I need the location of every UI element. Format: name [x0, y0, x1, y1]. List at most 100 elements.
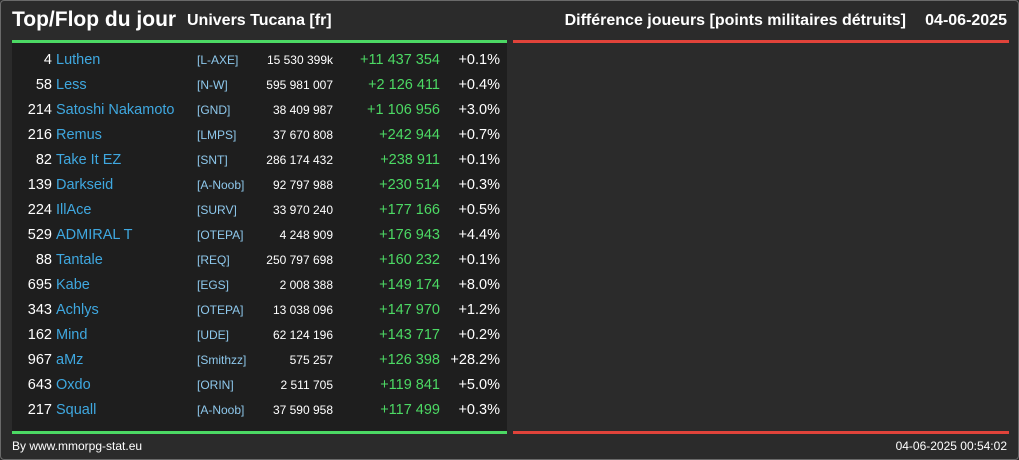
top-divider-green — [12, 40, 507, 43]
player-name-link[interactable]: Tantale — [56, 252, 103, 268]
player-name-link[interactable]: Remus — [56, 127, 102, 143]
player-rank: 967 — [27, 352, 52, 368]
player-name-link[interactable]: Oxdo — [56, 377, 91, 393]
player-name-link[interactable]: Darkseid — [56, 177, 114, 193]
top-gainers-table: 4 Luthen [L-AXE] 15 530 399k +11 437 354 +0.1… — [12, 43, 507, 431]
player-points: 575 257 — [289, 353, 333, 367]
alliance-tag-link[interactable]: [L-AXE] — [197, 53, 239, 67]
points-difference: +230 514 — [379, 177, 440, 193]
player-rank: 224 — [27, 202, 52, 218]
player-name-link[interactable]: Kabe — [56, 277, 90, 293]
player-rank: 529 — [27, 227, 52, 243]
points-difference: +160 232 — [379, 252, 440, 268]
player-points: 62 124 196 — [272, 328, 333, 342]
percent-change: +0.5% — [458, 202, 500, 218]
player-points: 92 797 988 — [272, 178, 333, 192]
alliance-tag-link[interactable]: [SNT] — [197, 153, 228, 167]
player-rank: 643 — [27, 377, 52, 393]
table-row: 343 Achlys [OTEPA] 13 038 096 +147 970 +1.2% — [12, 298, 507, 323]
player-rank: 4 — [43, 52, 52, 68]
alliance-tag-link[interactable]: [A-Noob] — [197, 403, 245, 417]
top-divider-red — [513, 40, 1009, 43]
table-row: 214 Satoshi Nakamoto [GND] 38 409 987 +1 106… — [12, 98, 507, 123]
table-row: 162 Mind [UDE] 62 124 196 +143 717 +0.2% — [12, 323, 507, 348]
player-points: 250 797 698 — [266, 253, 333, 267]
points-difference: +119 841 — [380, 377, 440, 393]
footer-timestamp: 04-06-2025 00:54:02 — [895, 439, 1007, 453]
alliance-tag-link[interactable]: [A-Noob] — [197, 178, 245, 192]
player-name-link[interactable]: Mind — [56, 327, 88, 343]
player-points: 13 038 096 — [272, 303, 333, 317]
player-name-link[interactable]: Achlys — [56, 302, 99, 318]
percent-change: +0.1% — [458, 52, 500, 68]
universe-label: Univers Tucana [fr] — [187, 12, 332, 29]
player-rank: 58 — [35, 77, 52, 93]
percent-change: +0.3% — [458, 177, 500, 193]
alliance-tag-link[interactable]: [EGS] — [197, 278, 230, 292]
table-row: 967 aMz [Smithzz] 575 257 +126 398 +28.2% — [12, 348, 507, 373]
player-points: 2 008 388 — [279, 278, 333, 292]
percent-change: +0.1% — [458, 252, 500, 268]
player-rank: 343 — [27, 302, 52, 318]
table-row: 217 Squall [A-Noob] 37 590 958 +117 499 +0.3% — [12, 398, 507, 423]
player-name-link[interactable]: Squall — [56, 402, 97, 418]
player-points: 15 530 399k — [266, 53, 333, 67]
table-row: 216 Remus [LMPS] 37 670 808 +242 944 +0.7% — [12, 123, 507, 148]
alliance-tag-link[interactable]: [Smithzz] — [197, 353, 247, 367]
alliance-tag-link[interactable]: [OTEPA] — [197, 228, 244, 242]
player-rank: 695 — [27, 277, 52, 293]
percent-change: +4.4% — [458, 227, 500, 243]
percent-change: +0.4% — [458, 77, 500, 93]
points-difference: +147 970 — [379, 302, 440, 318]
table-row: 643 Oxdo [ORIN] 2 511 705 +119 841 +5.0% — [12, 373, 507, 398]
points-difference: +176 943 — [379, 227, 440, 243]
player-rank: 88 — [35, 252, 52, 268]
table-row: 88 Tantale [REQ] 250 797 698 +160 232 +0.1% — [12, 248, 507, 273]
player-rank: 162 — [27, 327, 52, 343]
player-name-link[interactable]: IllAce — [56, 202, 92, 218]
player-rank: 217 — [27, 402, 52, 418]
player-name-link[interactable]: aMz — [56, 352, 84, 368]
points-difference: +126 398 — [379, 352, 440, 368]
alliance-tag-link[interactable]: [REQ] — [197, 253, 230, 267]
bottom-divider-green — [12, 431, 507, 434]
player-rank: 139 — [27, 177, 52, 193]
table-row: 529 ADMIRAL T [OTEPA] 4 248 909 +176 943 +4.4… — [12, 223, 507, 248]
table-row: 58 Less [N-W] 595 981 007 +2 126 411 +0.4% — [12, 73, 507, 98]
flop-table — [513, 43, 1009, 431]
percent-change: +0.3% — [458, 402, 500, 418]
player-name-link[interactable]: Satoshi Nakamoto — [56, 102, 175, 118]
player-name-link[interactable]: Less — [56, 77, 87, 93]
percent-change: +0.2% — [458, 327, 500, 343]
player-rank: 82 — [35, 152, 52, 168]
alliance-tag-link[interactable]: [UDE] — [197, 328, 230, 342]
points-difference: +117 499 — [380, 402, 440, 418]
widget-title: Top/Flop du jour — [12, 8, 177, 31]
alliance-tag-link[interactable]: [GND] — [197, 103, 231, 117]
player-points: 286 174 432 — [266, 153, 333, 167]
alliance-tag-link[interactable]: [SURV] — [197, 203, 237, 217]
player-name-link[interactable]: Luthen — [56, 52, 101, 68]
table-row: 4 Luthen [L-AXE] 15 530 399k +11 437 354 +0.1… — [12, 48, 507, 73]
header-date: 04-06-2025 — [925, 12, 1007, 29]
alliance-tag-link[interactable]: [OTEPA] — [197, 303, 244, 317]
points-difference: +143 717 — [379, 327, 440, 343]
table-row: 695 Kabe [EGS] 2 008 388 +149 174 +8.0% — [12, 273, 507, 298]
points-difference: +1 106 956 — [367, 102, 440, 118]
points-difference: +149 174 — [379, 277, 440, 293]
alliance-tag-link[interactable]: [LMPS] — [197, 128, 237, 142]
points-difference: +242 944 — [379, 127, 440, 143]
player-name-link[interactable]: ADMIRAL T — [56, 227, 133, 243]
points-difference: +2 126 411 — [368, 77, 440, 93]
points-difference: +238 911 — [380, 152, 440, 168]
table-row: 224 IllAce [SURV] 33 970 240 +177 166 +0.5% — [12, 198, 507, 223]
alliance-tag-link[interactable]: [N-W] — [197, 78, 228, 92]
player-points: 4 248 909 — [279, 228, 333, 242]
player-name-link[interactable]: Take It EZ — [56, 152, 122, 168]
player-points: 595 981 007 — [266, 78, 333, 92]
percent-change: +5.0% — [458, 377, 500, 393]
player-points: 33 970 240 — [272, 203, 333, 217]
player-rank: 214 — [27, 102, 52, 118]
footer-credit[interactable]: By www.mmorpg-stat.eu — [12, 439, 143, 453]
alliance-tag-link[interactable]: [ORIN] — [197, 378, 234, 392]
